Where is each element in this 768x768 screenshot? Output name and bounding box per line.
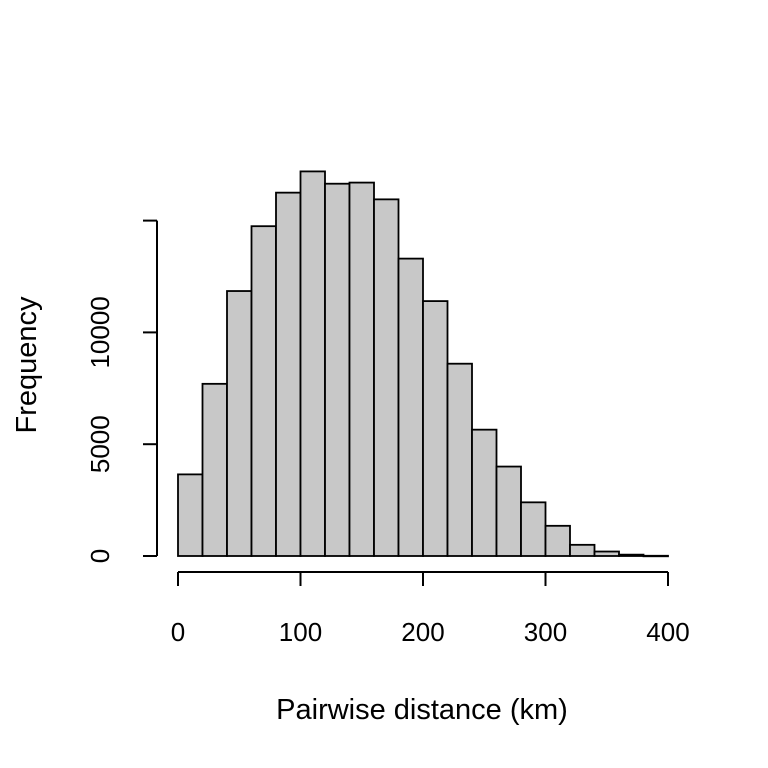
histogram-bar (569, 543, 596, 557)
histogram-bar (324, 182, 351, 557)
x-tick-label: 400 (646, 617, 689, 647)
y-tick-label: 10000 (85, 296, 115, 368)
histogram-bar (177, 473, 204, 557)
histogram-bar (520, 501, 547, 557)
x-tick-label: 100 (279, 617, 322, 647)
histogram-bar (299, 170, 326, 557)
y-tick-label: 5000 (85, 415, 115, 473)
histogram-bar (593, 550, 620, 557)
x-tick-label: 0 (171, 617, 185, 647)
histogram-bar (397, 257, 424, 557)
histogram-bar (201, 382, 228, 557)
histogram-bar (495, 465, 522, 557)
histogram-bar (642, 554, 669, 558)
histogram-bar (250, 225, 277, 557)
y-tick-label: 0 (85, 549, 115, 563)
histogram-bar (471, 428, 498, 557)
x-axis: 0 100 200 300 400 (171, 571, 690, 647)
histogram-bar (446, 362, 473, 557)
histogram-bar (618, 553, 645, 557)
histogram-bar (544, 524, 571, 557)
histogram-bar (348, 181, 375, 557)
y-axis: 0 5000 10000 (85, 219, 158, 563)
histogram-bar (422, 300, 449, 557)
x-tick-label: 200 (401, 617, 444, 647)
histogram-bar (275, 191, 302, 557)
y-axis-title: Frequency (11, 296, 43, 434)
x-axis-title: Pairwise distance (km) (276, 694, 568, 726)
histogram-bar (226, 290, 253, 557)
histogram-bars (177, 170, 669, 558)
histogram-bar (373, 198, 400, 557)
x-tick-label: 300 (524, 617, 567, 647)
